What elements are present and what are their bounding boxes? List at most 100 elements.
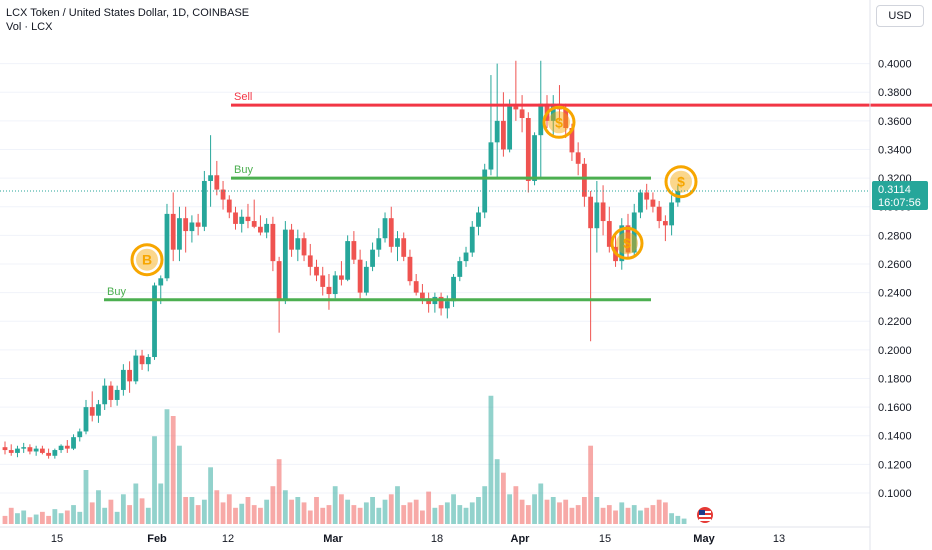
sell-line-label: Sell — [234, 91, 252, 103]
volume-bar — [557, 502, 562, 524]
candle — [619, 218, 625, 270]
time-tick-label: Mar — [323, 533, 343, 545]
candle — [438, 292, 444, 316]
volume-bar — [650, 505, 656, 524]
last-price-label: 0.3114 16:07:56 — [872, 181, 928, 210]
candle — [339, 261, 344, 286]
candle — [625, 213, 631, 259]
volume-bar — [382, 499, 388, 524]
volume-bar — [544, 499, 550, 524]
candle — [270, 216, 276, 272]
candle — [64, 440, 70, 453]
dollar-marker-icon[interactable]: $ — [542, 105, 576, 139]
candle — [600, 185, 606, 236]
volume-bar — [114, 511, 120, 524]
volume-bar — [58, 513, 64, 524]
dollar-marker-icon[interactable]: $ — [664, 165, 698, 199]
volume-bar — [613, 510, 618, 524]
candle — [638, 189, 643, 219]
candle — [152, 282, 157, 360]
volume-indicator-label[interactable]: Vol · LCX — [6, 21, 53, 33]
buy-marker-icon[interactable]: B — [130, 243, 164, 277]
volume-bar — [201, 499, 207, 524]
volume-bar — [588, 445, 594, 524]
time-tick-label: 15 — [599, 533, 611, 545]
candle — [21, 442, 27, 453]
candle — [2, 441, 8, 455]
candle — [650, 192, 656, 213]
volume-bar — [133, 483, 139, 524]
volume-bar — [33, 514, 39, 524]
candle — [214, 160, 220, 196]
candle — [606, 206, 612, 253]
candle — [432, 292, 438, 313]
candle — [108, 381, 114, 408]
volume-bar — [619, 502, 625, 524]
candle — [264, 218, 270, 239]
time-axis[interactable]: 15 Feb 12 Mar 18 Apr 15 May 13 — [51, 533, 785, 545]
candle — [307, 243, 313, 276]
candle — [370, 242, 375, 272]
candle — [189, 215, 195, 243]
volume-bar — [376, 507, 382, 524]
volume-bar — [413, 499, 419, 524]
volume-bar — [525, 505, 531, 524]
candle — [226, 195, 232, 219]
volume-bar — [482, 486, 488, 524]
price-tick-label: 0.1600 — [878, 402, 912, 414]
candlesticks — [2, 60, 681, 459]
trade-markers: B $ $ $ — [130, 105, 698, 277]
volume-bar — [388, 494, 394, 524]
volume-bar — [507, 494, 513, 524]
flag-icon[interactable] — [697, 507, 713, 523]
candle — [89, 391, 95, 422]
volume-bar — [145, 507, 151, 524]
candle — [525, 112, 531, 193]
volume-bar — [164, 409, 170, 524]
volume-bar — [476, 497, 481, 524]
price-axis[interactable]: 0.40000.38000.36000.34000.32000.30000.28… — [878, 59, 912, 500]
candle — [245, 203, 251, 229]
volume-bar — [451, 494, 456, 524]
price-tick-label: 0.2800 — [878, 230, 912, 242]
volume-bar — [264, 499, 270, 524]
candle — [513, 60, 519, 121]
candle — [83, 399, 89, 435]
marker-symbol: B — [142, 252, 152, 268]
symbol-title[interactable]: LCX Token / United States Dollar, 1D, CO… — [6, 7, 250, 19]
volume-bar — [108, 499, 114, 524]
volume-bar — [332, 486, 338, 524]
time-tick-label: 13 — [773, 533, 785, 545]
volume-bar — [89, 502, 95, 524]
volume-bar — [301, 502, 307, 524]
volume-bar — [214, 490, 220, 524]
volume-bar — [669, 513, 675, 524]
candle — [413, 274, 419, 296]
volume-bar — [127, 505, 132, 524]
candle — [301, 232, 307, 262]
candle — [488, 75, 494, 176]
candle — [332, 271, 338, 299]
buy-line-label: Buy — [107, 286, 126, 298]
volume-bar — [96, 490, 101, 524]
volume-bar — [64, 510, 70, 524]
volume-bar — [295, 497, 301, 524]
candle — [507, 99, 513, 153]
price-tick-label: 0.2600 — [878, 259, 912, 271]
volume-bar — [27, 517, 33, 524]
candle — [251, 199, 257, 229]
dollar-marker-icon[interactable]: $ — [610, 226, 644, 260]
currency-button[interactable]: USD — [876, 5, 924, 27]
chart-grid — [0, 63, 870, 494]
chart-header: LCX Token / United States Dollar, 1D, CO… — [6, 7, 249, 33]
volume-bar — [320, 507, 326, 524]
volume-bar — [581, 497, 587, 524]
candle — [177, 206, 182, 262]
volume-bar — [569, 507, 575, 524]
candle — [120, 364, 126, 396]
candle — [233, 206, 238, 230]
volume-bar — [21, 510, 27, 524]
volume-bar — [152, 436, 157, 524]
candle — [71, 434, 76, 451]
